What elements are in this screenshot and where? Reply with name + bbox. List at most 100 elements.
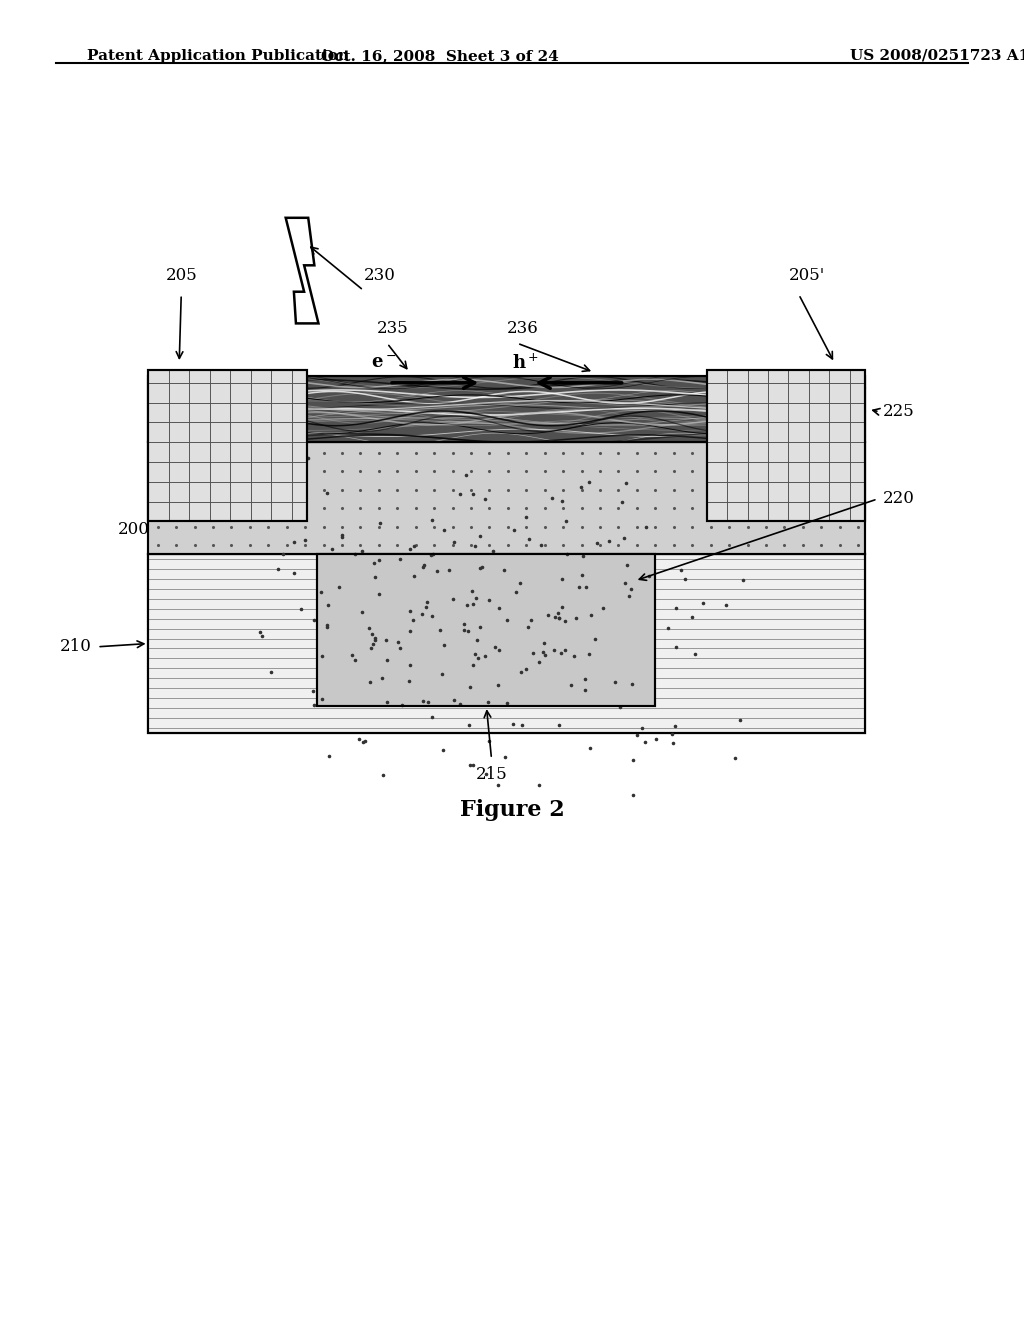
Point: [732, 709, 749, 730]
Text: 200: 200: [118, 521, 150, 539]
Point: [489, 775, 506, 796]
Point: [394, 694, 411, 715]
Point: [371, 549, 387, 570]
Point: [739, 498, 756, 519]
Point: [578, 577, 594, 598]
Point: [254, 626, 270, 647]
Point: [577, 680, 593, 701]
Point: [629, 461, 645, 482]
Point: [315, 516, 332, 537]
Point: [371, 461, 387, 482]
Point: [536, 632, 552, 653]
Point: [242, 479, 258, 500]
Point: [702, 516, 719, 537]
Point: [734, 569, 751, 590]
Point: [490, 598, 507, 619]
Point: [641, 566, 657, 587]
Point: [432, 619, 449, 640]
Point: [625, 784, 641, 805]
Bar: [148, 554, 865, 733]
Point: [372, 512, 388, 533]
Text: Patent Application Publication: Patent Application Publication: [87, 49, 349, 63]
Point: [354, 540, 371, 561]
Bar: [148, 554, 865, 733]
Point: [297, 461, 313, 482]
Point: [611, 697, 628, 718]
Point: [540, 605, 556, 626]
Point: [344, 644, 360, 665]
Point: [465, 483, 481, 504]
Point: [850, 442, 866, 463]
Point: [555, 498, 571, 519]
Point: [613, 492, 630, 513]
Point: [471, 557, 487, 578]
Point: [366, 552, 382, 573]
Text: h$^+$: h$^+$: [512, 354, 539, 372]
Point: [776, 516, 793, 537]
Point: [518, 516, 535, 537]
Point: [481, 516, 498, 537]
Point: [506, 520, 522, 541]
Point: [570, 577, 587, 598]
Point: [401, 620, 418, 642]
Point: [683, 606, 699, 627]
Point: [297, 442, 313, 463]
Point: [334, 442, 350, 463]
Bar: [148, 554, 865, 733]
Point: [371, 479, 387, 500]
Point: [557, 611, 573, 632]
Point: [436, 520, 453, 541]
Point: [831, 516, 848, 537]
Point: [666, 442, 682, 463]
Point: [461, 715, 477, 737]
Point: [371, 516, 387, 537]
Point: [776, 461, 793, 482]
Point: [813, 535, 829, 556]
Point: [481, 590, 498, 611]
Point: [537, 498, 553, 519]
Point: [315, 535, 332, 556]
Point: [428, 560, 444, 581]
Point: [368, 627, 384, 648]
Point: [573, 479, 590, 500]
Point: [408, 516, 424, 537]
Point: [416, 554, 432, 576]
Point: [315, 498, 332, 519]
Bar: [148, 370, 307, 521]
Point: [293, 598, 309, 619]
Point: [168, 461, 184, 482]
Point: [776, 535, 793, 556]
Point: [168, 479, 184, 500]
Point: [223, 535, 240, 556]
Point: [424, 606, 440, 627]
Point: [581, 471, 597, 492]
Point: [667, 715, 683, 737]
Point: [795, 535, 811, 556]
Point: [666, 479, 682, 500]
Text: 210: 210: [60, 639, 92, 655]
Point: [573, 535, 590, 556]
Point: [361, 672, 378, 693]
Point: [481, 479, 498, 500]
Point: [305, 610, 322, 631]
Point: [554, 490, 570, 511]
Point: [795, 461, 811, 482]
Point: [547, 607, 563, 628]
Point: [477, 763, 494, 784]
Point: [463, 498, 479, 519]
Point: [795, 442, 811, 463]
Text: 220: 220: [883, 491, 914, 507]
Point: [352, 498, 369, 519]
Point: [476, 488, 493, 510]
Point: [647, 442, 664, 463]
Bar: [148, 376, 865, 442]
Point: [389, 479, 406, 500]
Point: [406, 536, 422, 557]
Point: [831, 498, 848, 519]
Point: [223, 479, 240, 500]
Point: [347, 543, 364, 564]
Point: [702, 498, 719, 519]
Point: [408, 442, 424, 463]
Point: [813, 479, 829, 500]
Point: [269, 558, 286, 579]
